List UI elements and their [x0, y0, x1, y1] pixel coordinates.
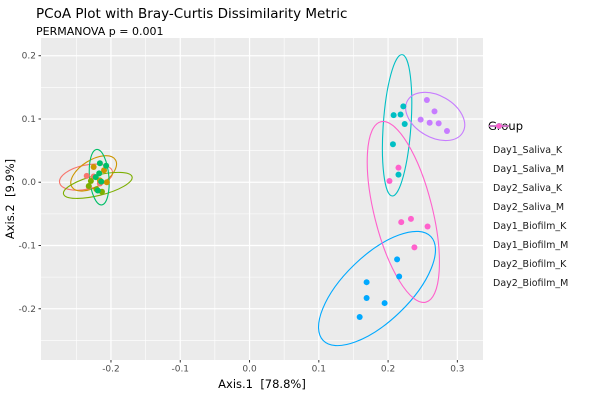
point-Day2_Biofilm_K — [435, 120, 442, 127]
point-Day2_Biofilm_M — [398, 219, 405, 226]
point-Day1_Biofilm_M — [356, 313, 363, 320]
panel-background — [41, 38, 483, 360]
legend-item-Day1_Saliva_M: Day1_Saliva_M — [488, 123, 568, 179]
ellipse-Day2_Biofilm_K — [405, 91, 466, 142]
point-Day1_Biofilm_K — [390, 112, 397, 119]
point-Day2_Biofilm_M — [386, 177, 393, 184]
legend-label: Day2_Biofilm_M — [493, 278, 569, 289]
point-Day1_Biofilm_K — [397, 111, 404, 118]
point-Day2_Biofilm_M — [411, 244, 418, 251]
point-Day2_Saliva_M — [96, 160, 103, 167]
y-tick-label: -0.2 — [18, 305, 36, 315]
y-tick-label: 0.0 — [22, 178, 37, 188]
point-Day1_Biofilm_M — [396, 273, 403, 280]
legend-label: Day1_Saliva_K — [493, 145, 563, 156]
point-Day1_Biofilm_K — [389, 141, 396, 148]
point-Day1_Biofilm_K — [395, 171, 402, 178]
point-Day2_Saliva_M — [92, 174, 99, 181]
point-Day1_Saliva_K — [83, 172, 90, 179]
point-Day2_Saliva_M — [103, 162, 110, 169]
point-Day2_Biofilm_K — [423, 96, 430, 103]
x-tick-label: -0.2 — [102, 365, 120, 375]
point-Day1_Biofilm_M — [363, 295, 370, 302]
chart-subtitle: PERMANOVA p = 0.001 — [36, 25, 164, 38]
chart-title: PCoA Plot with Bray-Curtis Dissimilarity… — [36, 6, 348, 22]
point-Day2_Biofilm_K — [431, 108, 438, 115]
x-tick-label: 0.0 — [242, 365, 257, 375]
x-tick-label: 0.2 — [381, 365, 395, 375]
point-Day2_Saliva_M — [94, 187, 101, 194]
legend-key-icon-Day2_Biofilm_M — [489, 123, 509, 129]
ellipse-Day1_Biofilm_M — [317, 230, 437, 347]
legend: Group Day1_Saliva_K Day1_Saliva_M Day2_Sal… — [488, 119, 568, 293]
legend-label: Day2_Saliva_K — [493, 183, 563, 194]
point-Day1_Biofilm_K — [401, 121, 408, 128]
x-axis-title: Axis.1 [78.8%] — [218, 377, 306, 391]
point-Day1_Biofilm_K — [400, 103, 407, 110]
point-Day1_Saliva_M — [103, 179, 110, 186]
legend-label: Day1_Biofilm_K — [493, 221, 567, 232]
legend-item-Day1_Biofilm_M: Day1_Biofilm_M — [488, 123, 569, 255]
point-Day2_Saliva_K — [85, 183, 92, 190]
point-Day1_Biofilm_M — [394, 256, 401, 263]
legend-item-Day2_Biofilm_K: Day2_Biofilm_K — [488, 123, 568, 274]
y-axis-title: Axis.2 [9.9%] — [3, 159, 17, 239]
legend-item-Day2_Biofilm_M: Day2_Biofilm_M — [488, 123, 569, 293]
point-Day2_Biofilm_M — [395, 164, 402, 171]
point-Day2_Biofilm_M — [407, 215, 414, 222]
legend-item-Day1_Biofilm_K: Day1_Biofilm_K — [488, 123, 568, 236]
point-Day1_Biofilm_M — [363, 279, 370, 286]
legend-item-Day1_Saliva_K: Day1_Saliva_K — [488, 123, 568, 160]
x-tick-label: -0.1 — [171, 365, 189, 375]
point-Day1_Biofilm_M — [381, 300, 388, 307]
legend-label: Day2_Biofilm_K — [493, 259, 567, 270]
point-Day2_Saliva_M — [98, 178, 105, 185]
point-Day2_Biofilm_K — [417, 116, 424, 123]
y-tick-label: 0.1 — [22, 115, 36, 125]
legend-label: Day2_Saliva_M — [493, 202, 565, 213]
point-Day2_Biofilm_K — [426, 119, 433, 126]
x-tick-label: 0.3 — [450, 365, 464, 375]
ellipse-Day1_Biofilm_K — [381, 54, 413, 197]
legend-item-Day2_Saliva_K: Day2_Saliva_K — [488, 123, 568, 198]
y-tick-label: 0.2 — [22, 52, 36, 62]
legend-label: Day1_Biofilm_M — [493, 240, 569, 251]
point-Day2_Saliva_M — [96, 170, 103, 177]
ellipse-Day2_Biofilm_M — [366, 120, 440, 304]
legend-item-Day2_Saliva_M: Day2_Saliva_M — [488, 123, 568, 217]
legend-label: Day1_Saliva_M — [493, 164, 565, 175]
point-Day2_Saliva_K — [87, 177, 94, 184]
y-tick-label: -0.1 — [18, 241, 36, 251]
point-Day2_Biofilm_K — [443, 127, 450, 134]
legend-items: Day1_Saliva_K Day1_Saliva_M Day2_Saliva_K D… — [488, 123, 569, 293]
point-Day2_Biofilm_M — [424, 223, 431, 230]
x-tick-label: 0.1 — [312, 365, 326, 375]
point-Day1_Saliva_M — [90, 164, 97, 171]
ellipse-Day2_Saliva_M — [88, 148, 110, 206]
